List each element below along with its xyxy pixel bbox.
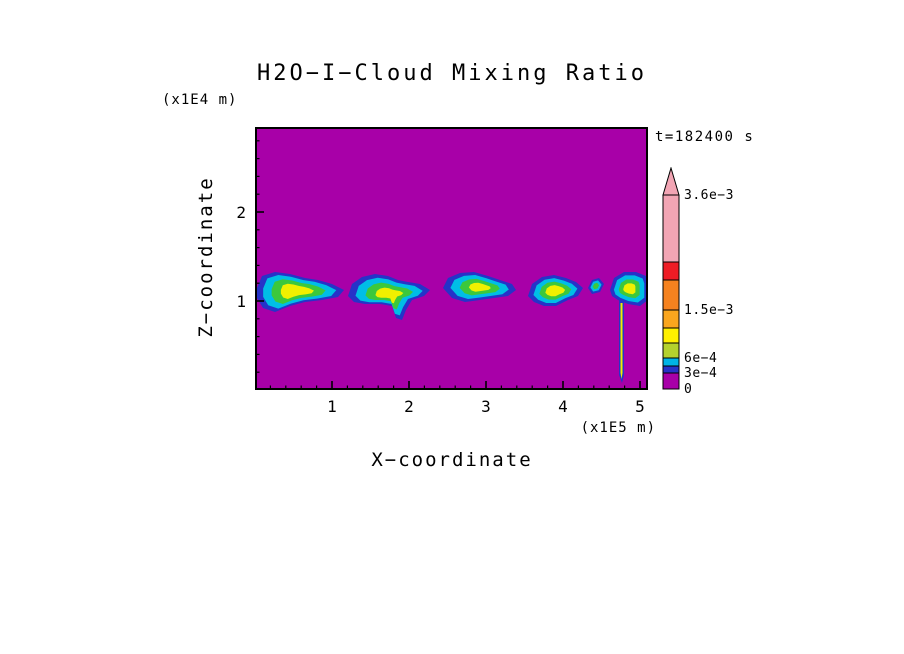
x-tick-label: 2 bbox=[404, 397, 414, 416]
y-axis-label: Z−coordinate bbox=[195, 176, 217, 338]
colorbar-tick-label: 0 bbox=[684, 382, 693, 397]
colorbar-tick-label: 6e−4 bbox=[684, 351, 718, 366]
y-axis-unit-label: (x1E4 m) bbox=[162, 92, 238, 108]
colorbar-tick-label: 3.6e−3 bbox=[684, 188, 734, 203]
x-tick-label: 4 bbox=[558, 397, 568, 416]
x-tick-label: 3 bbox=[481, 397, 491, 416]
y-tick-label: 2 bbox=[236, 203, 246, 222]
x-tick-label: 5 bbox=[635, 397, 645, 416]
plot-svg bbox=[255, 127, 648, 390]
page-title: H2O−I−Cloud Mixing Ratio bbox=[257, 61, 647, 86]
colorbar-tick-label: 1.5e−3 bbox=[684, 303, 734, 318]
plot-area bbox=[255, 127, 648, 390]
colorbar bbox=[662, 167, 680, 390]
x-axis-label: X−coordinate bbox=[371, 449, 533, 471]
x-axis-unit-label: (x1E5 m) bbox=[580, 420, 656, 436]
time-annotation: t=182400 s bbox=[655, 129, 755, 145]
x-tick-label: 1 bbox=[327, 397, 337, 416]
y-tick-label: 1 bbox=[236, 292, 246, 311]
colorbar-tick-label: 3e−4 bbox=[684, 366, 718, 381]
colorbar-svg bbox=[662, 167, 680, 390]
